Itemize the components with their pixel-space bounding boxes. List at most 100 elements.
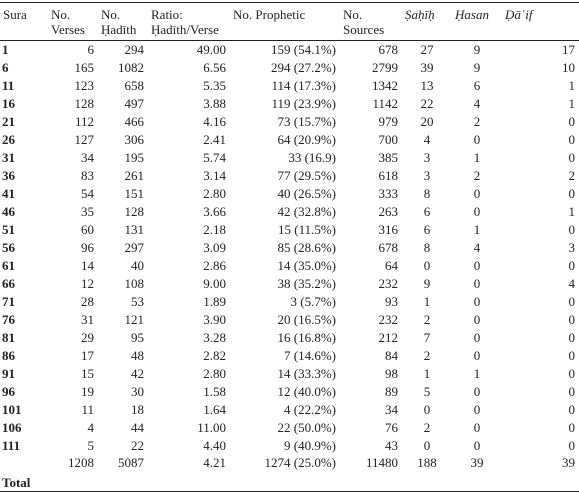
- table-cell: 2: [473, 114, 481, 129]
- table-cell: 6: [473, 78, 481, 93]
- table-cell: 0: [473, 384, 481, 399]
- table-row: 96 19 30 1.58 12 (40.0%) 89 5 0 0: [0, 383, 579, 401]
- table-cell: 4: [473, 240, 481, 255]
- table-cell: 128: [74, 96, 95, 111]
- table-row: 76 31 121 3.90 20 (16.5%) 232 2 0 0: [0, 311, 579, 329]
- table-cell: 71: [2, 294, 15, 309]
- table-cell: 108: [124, 276, 145, 291]
- header-row: Sura No. Verses No. Ḥadīth Ratio: Ḥadīth…: [0, 2, 579, 41]
- table-cell: 61: [2, 258, 15, 273]
- table-cell: 39: [562, 455, 575, 470]
- table-cell: 5: [423, 384, 431, 399]
- table-cell: 91: [2, 366, 15, 381]
- table-cell: 22 (50.0%): [277, 420, 337, 435]
- table-cell: 77 (29.5%): [277, 168, 337, 183]
- table-cell: 263: [378, 204, 399, 219]
- table-cell: 86: [2, 348, 15, 363]
- table-cell: 1: [473, 222, 481, 237]
- table-cell: 195: [124, 150, 145, 165]
- table-cell: 700: [378, 132, 399, 147]
- table-cell: 6.56: [203, 60, 226, 75]
- table-cell: 36: [2, 168, 15, 183]
- table-cell: 1: [423, 366, 431, 381]
- table-cell: 232: [378, 276, 399, 291]
- table-cell: 294: [124, 42, 145, 57]
- table-row: 51 60 131 2.18 15 (11.5%) 316 6 1 0: [0, 221, 579, 239]
- table-cell: 89: [385, 384, 398, 399]
- table-row: 66 12 108 9.00 38 (35.2%) 232 9 0 4: [0, 275, 579, 293]
- header-cell: Ḥasan: [455, 7, 489, 22]
- table-cell: 0: [473, 312, 481, 327]
- table-cell: 2.86: [203, 258, 226, 273]
- table-cell: 2: [423, 420, 431, 435]
- table-cell: 9: [473, 42, 481, 57]
- table-cell: 151: [124, 186, 145, 201]
- table-cell: 2: [568, 168, 576, 183]
- table-cell: 42: [131, 366, 144, 381]
- table-cell: 0: [568, 402, 576, 417]
- table-cell: 49.00: [196, 42, 226, 57]
- table-cell: 3.90: [203, 312, 226, 327]
- header-cell: Ḍāʿif: [505, 7, 533, 22]
- table-cell: 14 (33.3%): [277, 366, 337, 381]
- table-cell: 1: [473, 150, 481, 165]
- header-cell: Sura: [3, 7, 27, 22]
- table-cell: 16 (16.8%): [277, 330, 337, 345]
- table-cell: 1: [2, 42, 9, 57]
- table-cell: 466: [124, 114, 145, 129]
- table-cell: 0: [473, 258, 481, 273]
- table-cell: 9: [423, 276, 431, 291]
- table-cell: 26: [2, 132, 15, 147]
- header-cell: Ṣaḥīḥ: [405, 7, 435, 22]
- table-cell: 3: [423, 168, 431, 183]
- table-cell: 41: [2, 186, 15, 201]
- table-cell: 0: [568, 222, 576, 237]
- table-cell: 76: [2, 312, 15, 327]
- table-cell: 11.00: [197, 420, 226, 435]
- table-cell: 0: [423, 402, 431, 417]
- table-cell: 0: [568, 384, 576, 399]
- table-cell: 385: [378, 150, 399, 165]
- table-cell: 4: [87, 420, 95, 435]
- table-cell: 497: [124, 96, 145, 111]
- table-cell: 54: [81, 186, 94, 201]
- table-cell: 12 (40.0%): [277, 384, 337, 399]
- table-cell: 0: [473, 294, 481, 309]
- table-cell: 306: [124, 132, 145, 147]
- table-cell: 40: [131, 258, 144, 273]
- table-cell: 188: [417, 455, 437, 470]
- table-cell: 17: [562, 42, 575, 57]
- table-cell: 0: [568, 132, 576, 147]
- table-cell: 40 (26.5%): [277, 186, 337, 201]
- table-cell: 101: [2, 402, 22, 417]
- table-cell: 11480: [365, 455, 398, 470]
- table-cell: 11: [2, 78, 15, 93]
- table-cell: 6: [2, 60, 9, 75]
- table-cell: 5: [87, 438, 95, 453]
- table-cell: 0: [568, 150, 576, 165]
- table-cell: 20 (16.5%): [277, 312, 337, 327]
- table-cell: 4.40: [203, 438, 226, 453]
- table-cell: 27: [420, 42, 434, 57]
- table-cell: 112: [74, 114, 94, 129]
- header-cell: No. Verses: [51, 7, 85, 37]
- table-cell: 678: [378, 42, 399, 57]
- header-cell: No. Ḥadīth: [101, 7, 137, 37]
- table-cell: 6: [423, 222, 431, 237]
- table-cell: 0: [423, 258, 431, 273]
- table-cell: 1142: [372, 96, 398, 111]
- header-cell: No. Sources: [343, 7, 385, 37]
- table-cell: 618: [378, 168, 399, 183]
- table-cell: 2.80: [203, 366, 226, 381]
- table-cell: 0: [568, 294, 576, 309]
- table-cell: 2.41: [203, 132, 226, 147]
- table-cell: 15: [81, 366, 94, 381]
- table-cell: 33 (16.9): [288, 150, 336, 165]
- table-cell: 83: [81, 168, 94, 183]
- table-row: 101 11 18 1.64 4 (22.2%) 34 0 0 0: [0, 401, 579, 419]
- table-cell: 0: [473, 402, 481, 417]
- table-cell: 96: [2, 384, 15, 399]
- table-cell: 1: [423, 294, 431, 309]
- table-cell: 4: [473, 96, 481, 111]
